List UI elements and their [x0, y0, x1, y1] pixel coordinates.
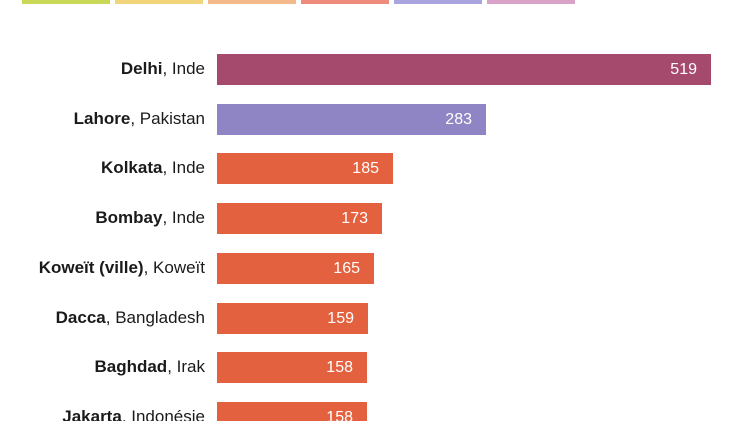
row-label: Koweït (ville), Koweït: [0, 258, 205, 278]
row-label: Jakarta, Indonésie: [0, 407, 205, 421]
city-name: Delhi: [120, 59, 163, 78]
country-name: , Inde: [162, 158, 205, 177]
bar: 158: [217, 402, 367, 421]
country-name: , Pakistan: [130, 109, 205, 128]
bar: 173: [217, 203, 382, 234]
city-name: Koweït (ville): [38, 258, 144, 277]
legend-swatch: [208, 0, 296, 4]
row-label: Bombay, Inde: [0, 208, 205, 228]
bar: 283: [217, 104, 486, 135]
bar-value-label: 158: [326, 359, 353, 376]
bar-value-label: 519: [670, 61, 697, 78]
country-name: , Inde: [162, 59, 205, 78]
bar: 165: [217, 253, 374, 284]
bar: 159: [217, 303, 368, 334]
legend-swatch: [301, 0, 389, 4]
city-name: Bombay: [95, 208, 163, 227]
country-name: , Bangladesh: [105, 308, 205, 327]
row-label: Dacca, Bangladesh: [0, 308, 205, 328]
legend-swatch: [115, 0, 203, 4]
row-label: Delhi, Inde: [0, 59, 205, 79]
bar-value-label: 158: [326, 409, 353, 421]
country-name: , Koweït: [143, 258, 205, 277]
bar: 519: [217, 54, 711, 85]
legend-swatch: [487, 0, 575, 4]
city-name: Lahore: [73, 109, 131, 128]
bar-value-label: 283: [445, 111, 472, 128]
city-name: Dacca: [55, 308, 106, 327]
bar: 185: [217, 153, 393, 184]
bar-value-label: 159: [327, 310, 354, 327]
country-name: , Inde: [162, 208, 205, 227]
legend-swatch: [394, 0, 482, 4]
row-label: Baghdad, Irak: [0, 357, 205, 377]
legend-swatch: [22, 0, 110, 4]
city-name: Kolkata: [101, 158, 163, 177]
bar: 158: [217, 352, 367, 383]
bar-value-label: 173: [341, 210, 368, 227]
row-label: Kolkata, Inde: [0, 158, 205, 178]
city-name: Baghdad: [94, 357, 168, 376]
country-name: , Irak: [167, 357, 205, 376]
bar-value-label: 185: [352, 160, 379, 177]
country-name: , Indonésie: [121, 407, 205, 421]
city-name: Jakarta: [62, 407, 122, 421]
row-label: Lahore, Pakistan: [0, 109, 205, 129]
bar-value-label: 165: [333, 260, 360, 277]
